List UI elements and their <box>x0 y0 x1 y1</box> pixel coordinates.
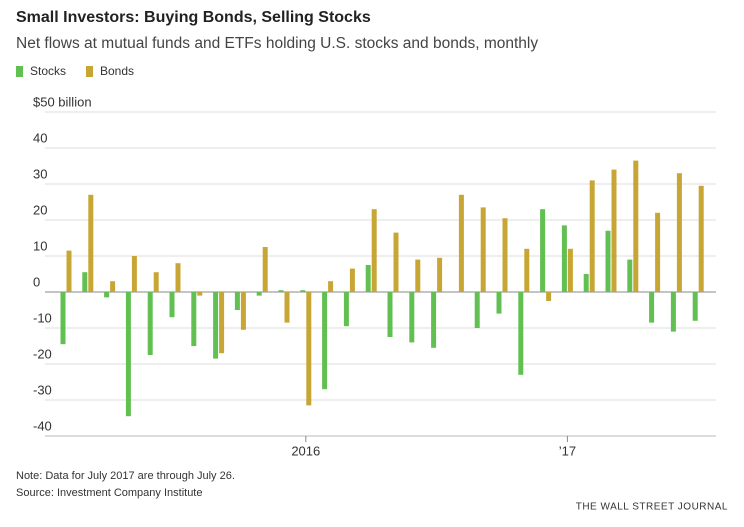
bar <box>415 259 421 292</box>
bar <box>698 185 704 292</box>
y-tick-label: 10 <box>33 238 47 253</box>
bar <box>262 247 268 292</box>
note: Note: Data for July 2017 are through Jul… <box>16 470 235 482</box>
bar <box>234 292 240 310</box>
bar <box>365 265 371 292</box>
chart-title: Small Investors: Buying Bonds, Selling S… <box>16 9 371 26</box>
bar <box>561 225 567 292</box>
bar <box>627 259 633 292</box>
bar <box>437 257 443 292</box>
bar <box>611 169 617 292</box>
x-tick-label: ’17 <box>559 443 576 458</box>
bar <box>393 232 399 292</box>
bar <box>655 212 661 292</box>
bar <box>692 292 698 321</box>
bar <box>676 173 682 292</box>
bar <box>567 248 573 292</box>
x-tick-label: 2016 <box>291 443 320 458</box>
legend-swatch <box>16 66 23 77</box>
bar <box>343 292 349 327</box>
credit: THE WALL STREET JOURNAL <box>576 502 728 513</box>
legend-label: Stocks <box>30 64 66 78</box>
bar <box>589 180 595 292</box>
y-tick-label: -10 <box>33 310 52 325</box>
bar <box>300 290 306 292</box>
y-tick-label: $50 billion <box>33 94 92 109</box>
bar <box>649 292 655 323</box>
bar <box>524 248 530 292</box>
bar <box>278 290 284 292</box>
y-tick-label: -30 <box>33 382 52 397</box>
bar <box>219 292 225 354</box>
bar <box>371 209 377 292</box>
bar <box>110 281 116 292</box>
bar <box>502 218 508 292</box>
bar <box>197 292 203 296</box>
bar <box>349 268 355 292</box>
bar <box>474 292 480 328</box>
bar <box>633 160 639 292</box>
legend-label: Bonds <box>100 64 134 78</box>
bar <box>458 194 464 292</box>
bar <box>496 292 502 314</box>
source: Source: Investment Company Institute <box>16 487 202 499</box>
y-tick-label: -40 <box>33 418 52 433</box>
bar <box>147 292 153 355</box>
bar <box>409 292 415 343</box>
bar <box>104 292 110 298</box>
bar <box>66 250 72 292</box>
bar <box>583 274 589 292</box>
bar <box>322 292 328 390</box>
bar <box>480 207 486 292</box>
bar <box>153 272 159 292</box>
y-tick-label: 0 <box>33 274 40 289</box>
bar <box>387 292 393 337</box>
bar <box>175 263 181 292</box>
bar <box>256 292 262 296</box>
bar <box>191 292 197 346</box>
bar <box>60 292 66 345</box>
y-tick-label: 20 <box>33 202 47 217</box>
bar <box>540 209 546 292</box>
bar <box>88 194 94 292</box>
bar <box>131 256 137 292</box>
chart-subtitle: Net flows at mutual funds and ETFs holdi… <box>16 35 538 52</box>
bar <box>670 292 676 332</box>
bar <box>431 292 437 348</box>
bar <box>546 292 552 301</box>
bar <box>518 292 524 375</box>
bar <box>605 230 611 292</box>
y-tick-label: 30 <box>33 166 47 181</box>
y-tick-label: 40 <box>33 130 47 145</box>
legend-swatch <box>86 66 93 77</box>
bar <box>213 292 219 359</box>
bar <box>82 272 88 292</box>
bar <box>125 292 131 417</box>
bar <box>169 292 175 318</box>
y-tick-label: -20 <box>33 346 52 361</box>
bar <box>284 292 290 323</box>
bar <box>328 281 334 292</box>
bar <box>306 292 312 406</box>
bar <box>240 292 246 330</box>
